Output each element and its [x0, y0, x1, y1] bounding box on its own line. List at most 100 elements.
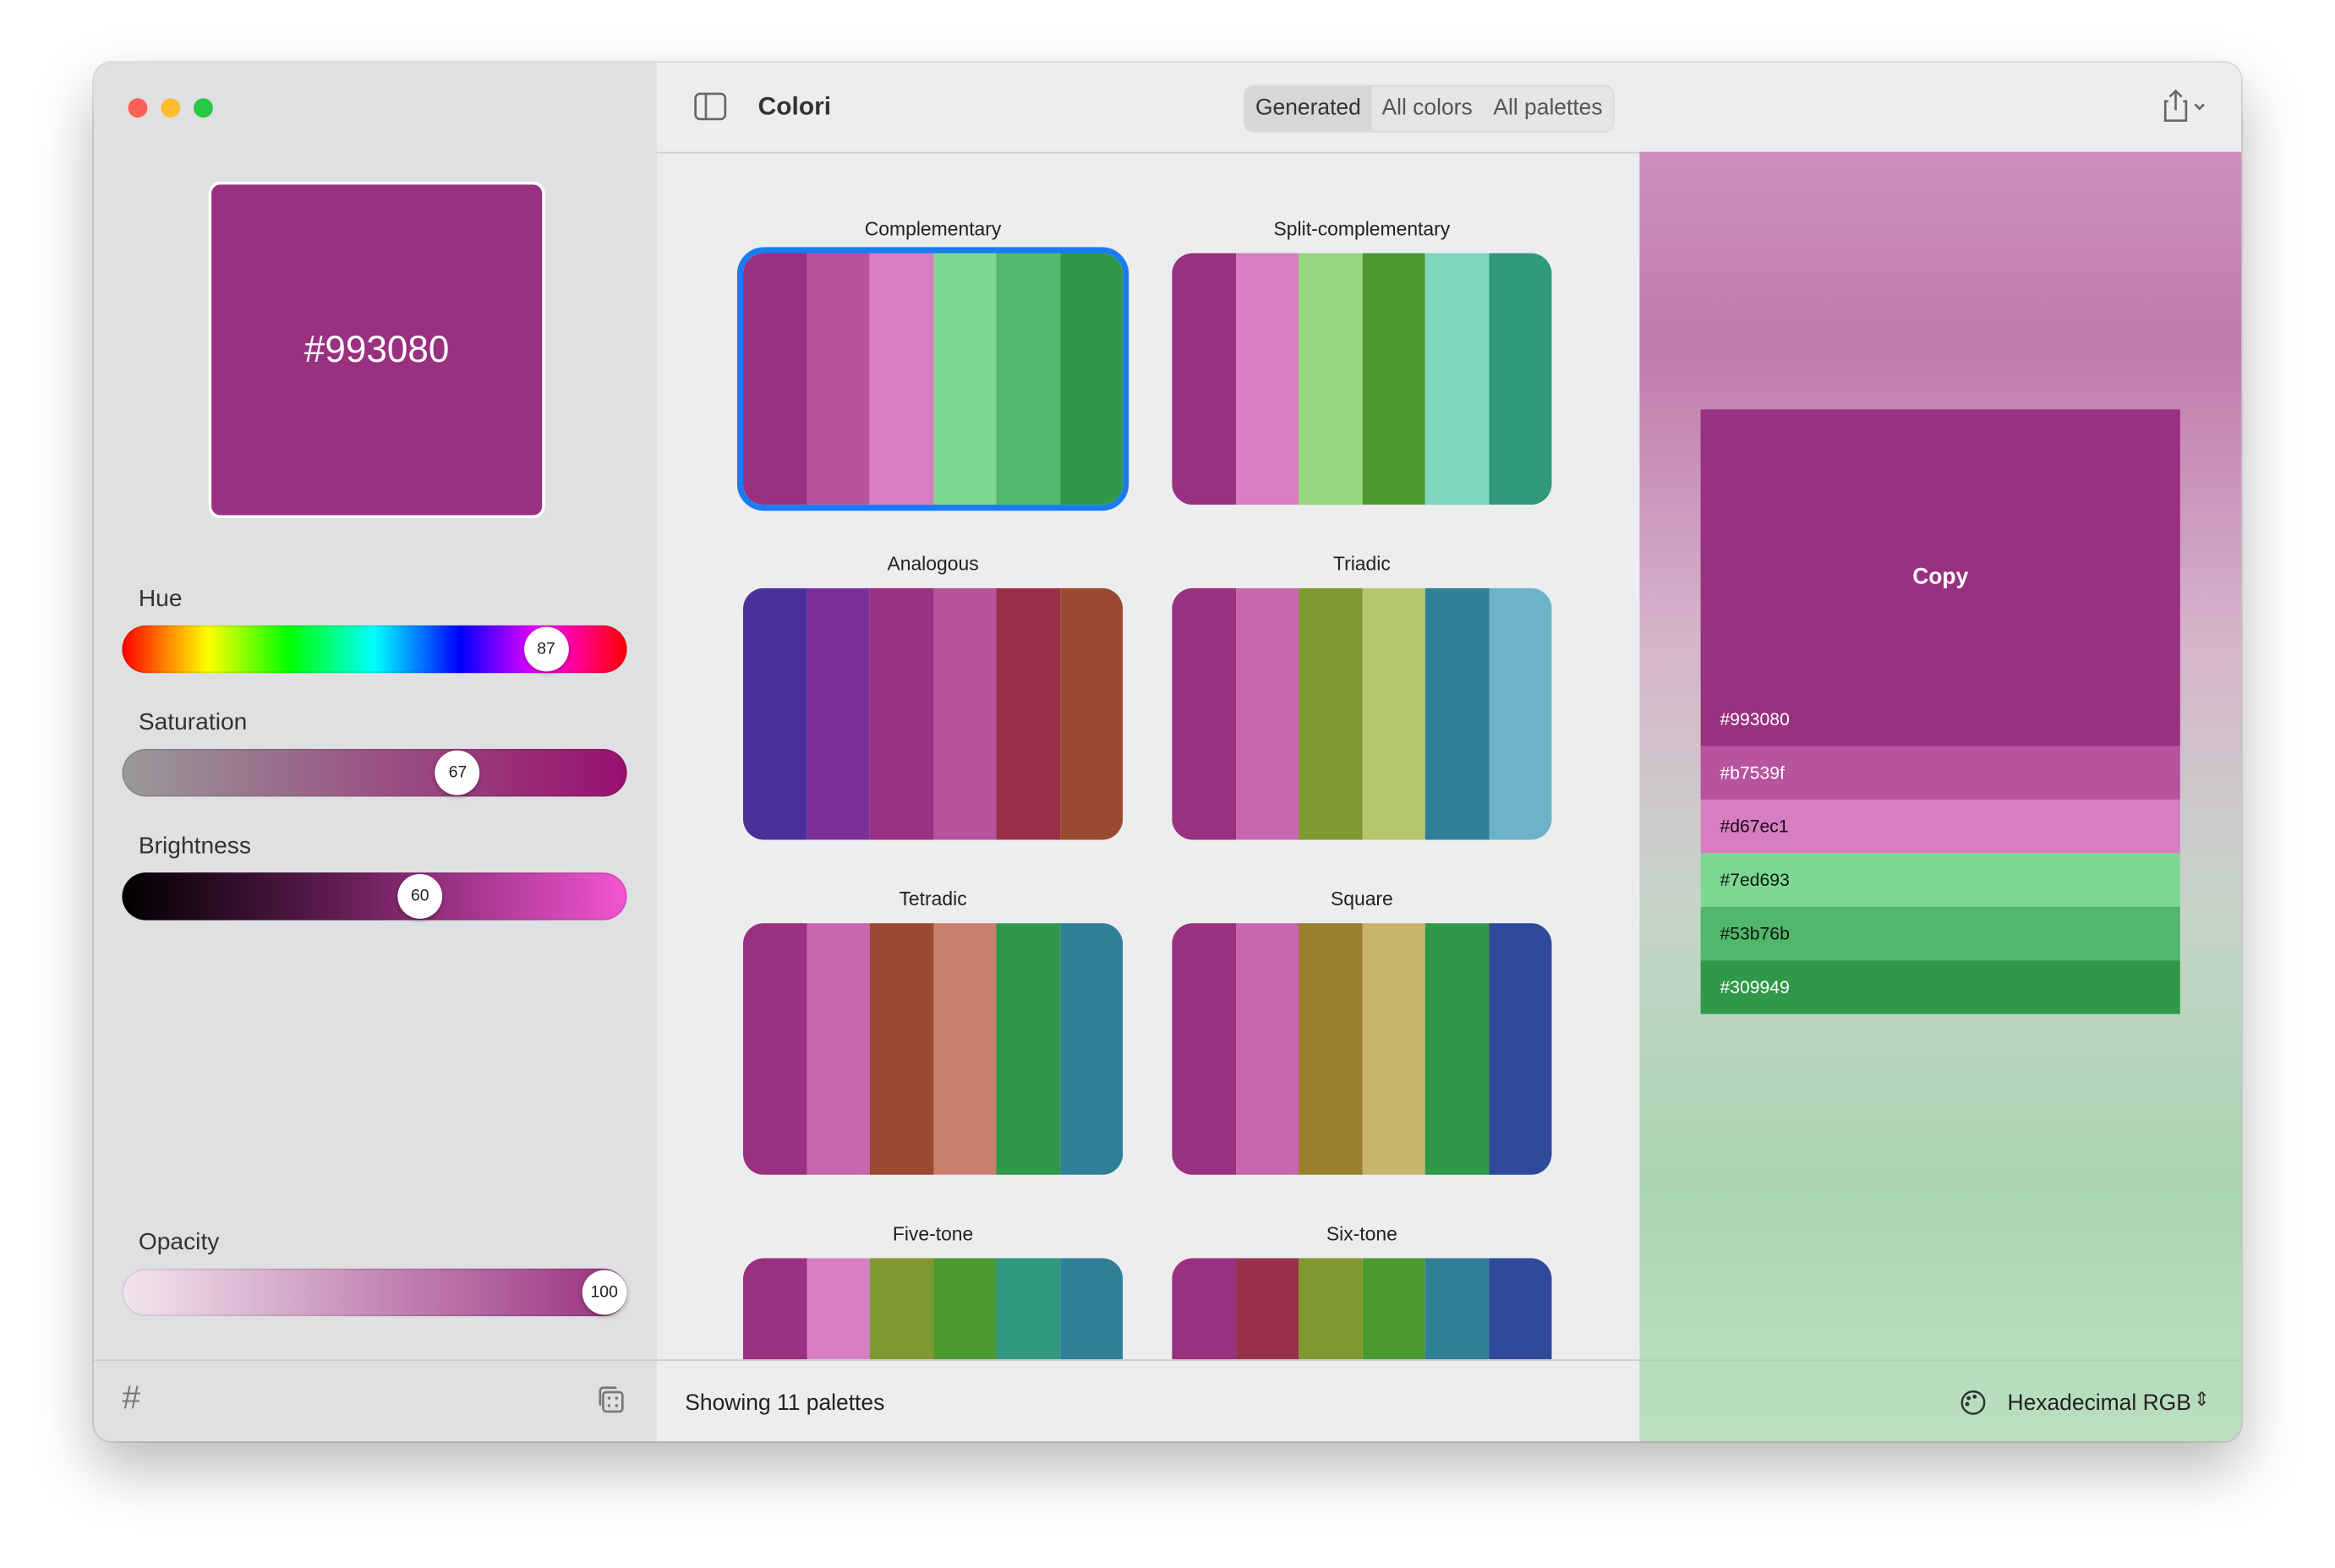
palette-count: Showing 11 palettes: [685, 1390, 885, 1417]
brightness-thumb[interactable]: 60: [397, 874, 443, 919]
color-preview[interactable]: #993080: [208, 181, 545, 519]
palette-card[interactable]: Tetradic: [742, 887, 1124, 1175]
palette-swatches[interactable]: [1172, 253, 1552, 505]
palette-detail-panel: Copy #993080 #b7539f #d67ec1 #7ed693 #53b76b #…: [1639, 151, 2242, 1442]
palette-color-swatch: [932, 923, 997, 1175]
palette-color-swatch: [806, 587, 870, 840]
hue-thumb[interactable]: 87: [523, 626, 569, 672]
palette-color-swatch: [1235, 253, 1299, 505]
color-row[interactable]: Copy #993080: [1700, 409, 2180, 746]
palette-color-swatch: [742, 253, 807, 505]
sidebar-footer: #: [93, 1359, 657, 1441]
palette-color-swatch: [1172, 587, 1236, 840]
palette-card[interactable]: Five-tone: [742, 1222, 1124, 1360]
palette-name: Six-tone: [1326, 1222, 1397, 1245]
palette-swatches[interactable]: [742, 923, 1124, 1175]
palette-color-swatch: [996, 923, 1060, 1175]
palette-color-swatch: [1361, 923, 1425, 1175]
palette-color-swatch: [932, 253, 997, 505]
palette-color-swatch: [996, 253, 1060, 505]
palette-card[interactable]: Triadic: [1172, 552, 1552, 840]
sidebar: #993080 Hue 87 Saturation 67 Brightness …: [93, 62, 659, 1442]
hash-icon[interactable]: #: [122, 1379, 141, 1417]
brightness-slider[interactable]: 60: [122, 872, 627, 921]
saturation-thumb[interactable]: 67: [435, 750, 480, 795]
color-row[interactable]: #53b76b: [1700, 906, 2180, 961]
saturation-label: Saturation: [138, 710, 248, 736]
palette-name: Tetradic: [899, 887, 967, 910]
color-hex-label: #309949: [1720, 976, 1790, 998]
palette-color-swatch: [1235, 923, 1299, 1175]
palette-color-swatch: [932, 1258, 997, 1360]
palette-color-swatch: [1299, 1258, 1362, 1360]
palette-color-swatch: [1299, 587, 1362, 840]
detail-footer: Hexadecimal RGB ⇕: [1639, 1359, 2242, 1442]
palette-color-swatch: [742, 1258, 807, 1360]
dice-icon[interactable]: [596, 1385, 626, 1414]
app-title: Colori: [757, 92, 832, 121]
palette-color-swatch: [1299, 923, 1362, 1175]
zoom-button[interactable]: [193, 98, 213, 118]
format-selector[interactable]: Hexadecimal RGB: [2007, 1390, 2191, 1417]
palette-color-swatch: [869, 923, 933, 1175]
palette-color-swatch: [1425, 253, 1489, 505]
color-row[interactable]: #309949: [1700, 960, 2180, 1014]
palette-color-swatch: [1488, 1258, 1552, 1360]
palette-icon: [1960, 1390, 1986, 1415]
palette-swatches[interactable]: [742, 587, 1124, 840]
palette-color-swatch: [996, 1258, 1060, 1360]
palette-color-swatch: [869, 253, 933, 505]
palette-color-swatch: [1172, 923, 1236, 1175]
palette-card[interactable]: Analogous: [742, 553, 1124, 840]
palette-card[interactable]: Six-tone: [1172, 1222, 1552, 1360]
palette-color-swatch: [742, 587, 807, 840]
opacity-slider[interactable]: 100: [122, 1268, 627, 1317]
palette-name: Square: [1330, 887, 1393, 910]
saturation-slider[interactable]: 67: [122, 749, 627, 797]
chevron-updown-icon[interactable]: ⇕: [2193, 1387, 2210, 1411]
color-row[interactable]: #b7539f: [1700, 746, 2180, 800]
tab-all-palettes[interactable]: All palettes: [1493, 95, 1603, 121]
hue-slider[interactable]: 87: [122, 625, 627, 674]
hue-label: Hue: [138, 587, 183, 612]
palette-color-swatch: [1235, 587, 1299, 840]
sidebar-toggle-icon[interactable]: [694, 92, 727, 121]
palette-grid: Complementary Split-complementary Analogou…: [657, 152, 1640, 1360]
close-button[interactable]: [128, 98, 148, 118]
palette-color-swatch: [1361, 587, 1425, 840]
palette-color-swatch: [1425, 923, 1489, 1175]
palette-swatches[interactable]: [1172, 587, 1552, 840]
palette-swatches[interactable]: [742, 1258, 1124, 1360]
palette-color-swatch: [806, 1258, 870, 1360]
tab-all-colors[interactable]: All colors: [1381, 95, 1473, 121]
opacity-thumb[interactable]: 100: [582, 1270, 627, 1315]
palette-color-swatch: [1361, 253, 1425, 505]
palette-swatches[interactable]: [736, 247, 1129, 511]
window-controls: [128, 98, 213, 118]
palette-name: Five-tone: [892, 1222, 974, 1245]
color-hex-label: #7ed693: [1720, 869, 1790, 891]
view-segmented-control: Generated All colors All palettes: [1243, 85, 1615, 133]
palette-list: Complementary Split-complementary Analogou…: [656, 62, 1640, 1442]
palette-card[interactable]: Complementary: [736, 217, 1129, 511]
palette-color-swatch: [806, 253, 870, 505]
palette-color-swatch: [806, 923, 870, 1175]
palette-card[interactable]: Split-complementary: [1172, 217, 1552, 505]
minimize-button[interactable]: [161, 98, 181, 118]
tab-generated[interactable]: Generated: [1244, 86, 1372, 132]
palette-swatches[interactable]: [1172, 923, 1552, 1175]
palette-color-swatch: [1299, 253, 1362, 505]
palette-name: Complementary: [864, 217, 1002, 240]
palette-color-swatch: [1059, 923, 1124, 1175]
palette-name: Triadic: [1332, 552, 1391, 575]
palette-card[interactable]: Square: [1172, 887, 1552, 1175]
palette-detail[interactable]: Copy #993080 #b7539f #d67ec1 #7ed693 #53b76b #…: [1700, 409, 2180, 1014]
app-window: #993080 Hue 87 Saturation 67 Brightness …: [93, 62, 2242, 1442]
color-row[interactable]: #d67ec1: [1700, 799, 2180, 854]
palette-color-swatch: [996, 587, 1060, 840]
color-hex-label: #993080: [303, 328, 450, 370]
copy-button[interactable]: Copy: [1912, 564, 1969, 590]
palette-swatches[interactable]: [1172, 1258, 1552, 1360]
color-row[interactable]: #7ed693: [1700, 853, 2180, 907]
share-icon[interactable]: [2161, 88, 2208, 123]
